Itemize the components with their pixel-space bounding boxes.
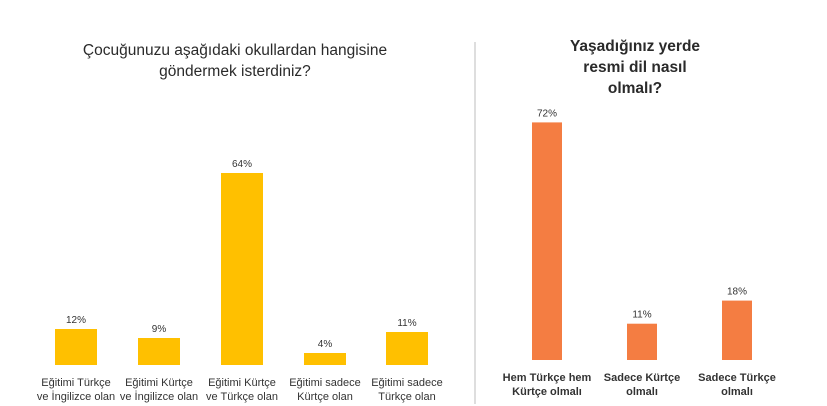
right-value-label-2: 18%: [727, 287, 747, 298]
right-category-label-0-0: Hem Türkçe hem: [503, 372, 592, 384]
right-value-label-0: 72%: [537, 108, 557, 119]
right-chart-title: Yaşadığınız yerde resmi dil nasıl olmalı?: [569, 38, 701, 97]
left-category-label-2-1: ve Türkçe olan: [206, 391, 278, 403]
right-bar-chart: 72% Hem Türkçe hem Kürtçe olmalı 11% Sadece …: [503, 108, 776, 398]
left-category-label-1-0: Eğitimi Kürtçe: [125, 377, 193, 389]
right-bar-1: [627, 323, 657, 360]
right-category-label-1-1: olmalı: [626, 386, 658, 398]
left-value-label-0: 12%: [66, 315, 86, 326]
left-category-label-0-0: Eğitimi Türkçe: [41, 377, 110, 389]
left-value-label-1: 9%: [152, 324, 167, 335]
right-bar-0: [532, 122, 562, 361]
left-category-label-4-1: Türkçe olan: [378, 391, 435, 403]
left-bar-1: [138, 338, 180, 365]
left-category-label-4-0: Eğitimi sadece: [371, 377, 443, 389]
left-value-label-4: 11%: [397, 318, 416, 329]
right-value-label-1: 11%: [632, 310, 651, 321]
right-category-label-2-0: Sadece Türkçe: [698, 372, 776, 384]
left-value-label-3: 4%: [318, 339, 333, 350]
left-category-label-3-0: Eğitimi sadece: [289, 377, 361, 389]
left-category-label-0-1: ve İngilizce olan: [37, 390, 115, 403]
left-bar-0: [55, 329, 97, 365]
left-value-label-2: 64%: [232, 159, 252, 170]
left-category-label-3-1: Kürtçe olan: [297, 391, 353, 403]
right-category-label-1-0: Sadece Kürtçe: [604, 372, 680, 384]
left-bar-2: [221, 173, 263, 365]
left-category-label-2-0: Eğitimi Kürtçe: [208, 377, 276, 389]
left-chart-title: Çocuğunuzu aşağıdaki okullardan hangisin…: [82, 42, 388, 80]
left-bar-3: [304, 353, 346, 365]
right-category-label-0-1: Kürtçe olmalı: [512, 386, 582, 398]
left-bar-4: [386, 332, 428, 365]
left-category-label-1-1: ve İngilizce olan: [120, 390, 198, 403]
right-category-label-2-1: olmalı: [721, 386, 753, 398]
right-bar-2: [722, 300, 752, 360]
